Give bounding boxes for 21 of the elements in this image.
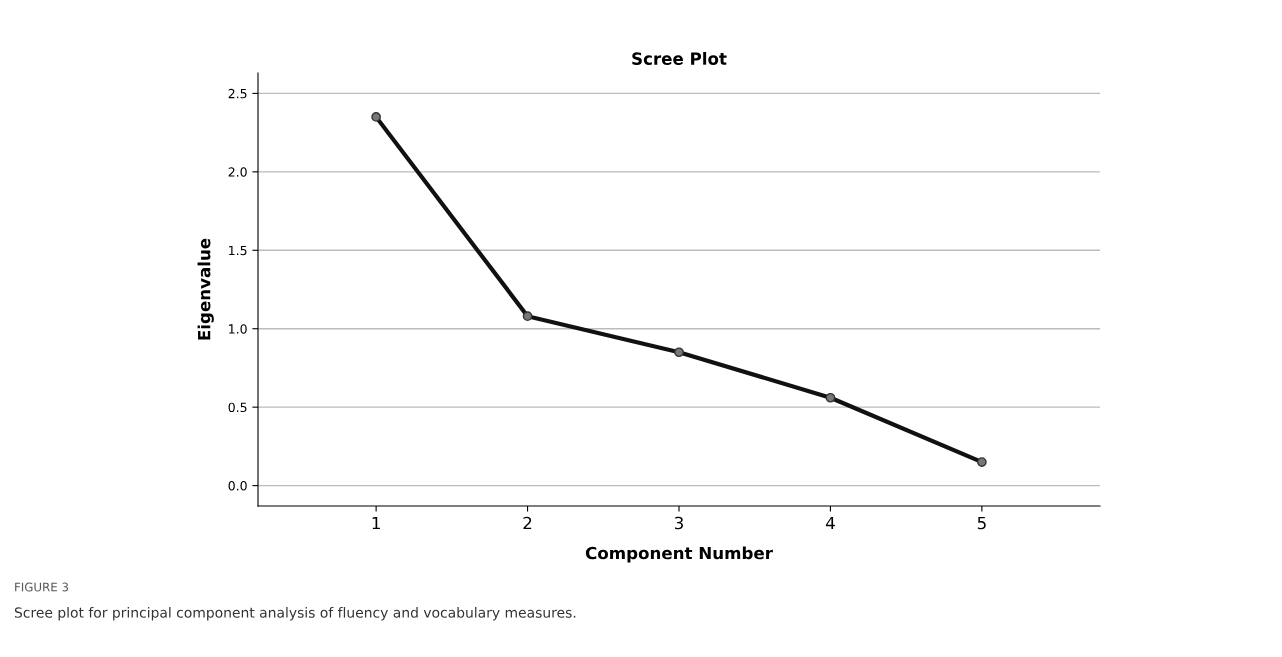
point bbox=[371, 112, 381, 122]
y-tick-label: 0.0 bbox=[228, 481, 247, 491]
point bbox=[674, 347, 684, 358]
chart-title: Scree Plot bbox=[632, 52, 727, 65]
x-tick-label: 2 bbox=[523, 516, 532, 530]
point bbox=[977, 457, 987, 467]
text: Scree plot for principal component analysis of fluency and vocabulary measures. bbox=[14, 607, 576, 621]
point bbox=[825, 392, 836, 403]
x-tick-label: 1 bbox=[372, 516, 380, 530]
x-tick-label: 4 bbox=[825, 516, 835, 530]
y-tick-label: 1.0 bbox=[229, 324, 247, 334]
x-tick-label: 3 bbox=[674, 516, 683, 530]
y-tick-label: 0.5 bbox=[228, 402, 247, 413]
point bbox=[522, 311, 533, 322]
y-tick-label: 1.5 bbox=[229, 245, 247, 256]
y-tick-label: 2.5 bbox=[228, 88, 247, 99]
caption: FIGURE 3 bbox=[15, 582, 69, 592]
y-tick-label: 2.0 bbox=[228, 167, 247, 177]
x-tick-label: 5 bbox=[977, 516, 986, 530]
x-axis-title: Component Number bbox=[585, 546, 773, 563]
y-axis-title: Eigenvalue bbox=[197, 238, 214, 340]
